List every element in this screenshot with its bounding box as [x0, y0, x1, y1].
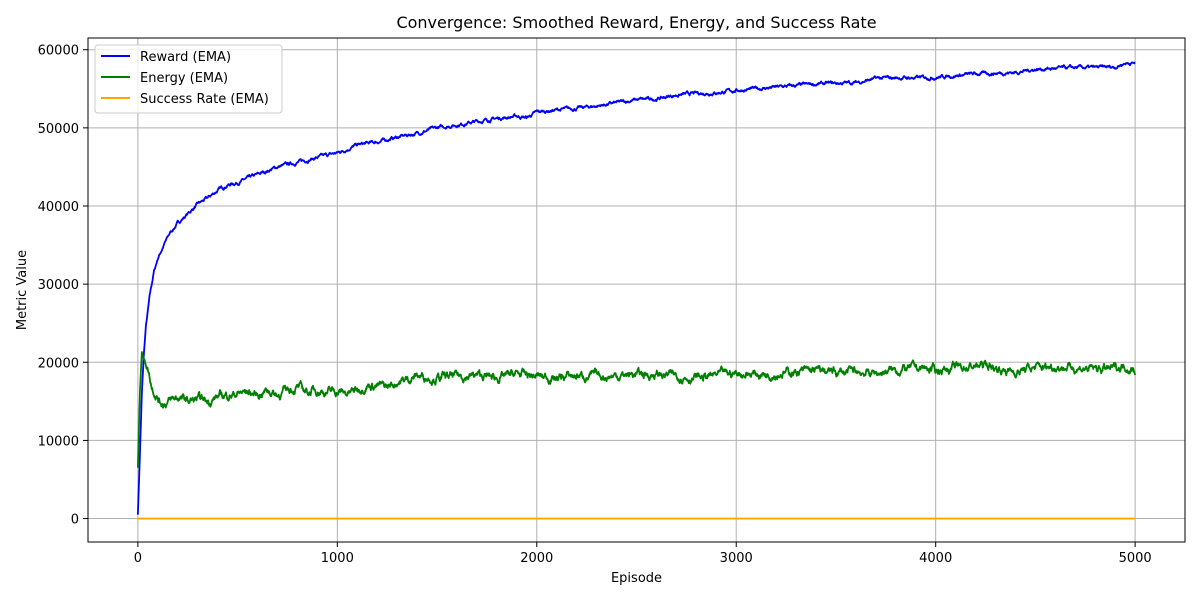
series-line-energy	[136, 351, 1137, 468]
y-tick-label: 30000	[38, 278, 79, 293]
y-tick-label: 40000	[38, 200, 79, 215]
axis-ticks: 0 1000 2000 3000 4000 50000100002000030000400…	[38, 44, 1152, 566]
chart-title: Convergence: Smoothed Reward, Energy, an…	[396, 13, 876, 32]
legend: Reward (EMA) Energy (EMA) Success Rate (…	[94, 44, 283, 114]
legend-label-reward: Reward (EMA)	[140, 50, 231, 65]
y-axis-label: Metric Value	[15, 250, 30, 330]
y-tick-label: 0	[71, 513, 79, 528]
x-tick-label: 3000	[720, 551, 753, 566]
x-tick-label: 5000	[1119, 551, 1152, 566]
legend-box	[94, 44, 283, 114]
x-tick-label: 1000	[321, 551, 354, 566]
plot-frame	[87, 37, 1186, 543]
y-tick-label: 20000	[38, 356, 79, 371]
x-tick-label: 4000	[919, 551, 952, 566]
y-tick-label: 50000	[38, 122, 79, 137]
grid	[88, 38, 1185, 542]
y-tick-label: 60000	[38, 44, 79, 59]
x-tick-label: 0	[134, 551, 142, 566]
legend-label-success-rate: Success Rate (EMA)	[140, 92, 269, 107]
x-tick-label: 2000	[520, 551, 553, 566]
series-lines	[136, 61, 1137, 520]
x-axis-label: Episode	[611, 571, 662, 586]
legend-label-energy: Energy (EMA)	[140, 71, 228, 86]
series-line-reward	[136, 61, 1136, 515]
y-tick-label: 10000	[38, 434, 79, 449]
